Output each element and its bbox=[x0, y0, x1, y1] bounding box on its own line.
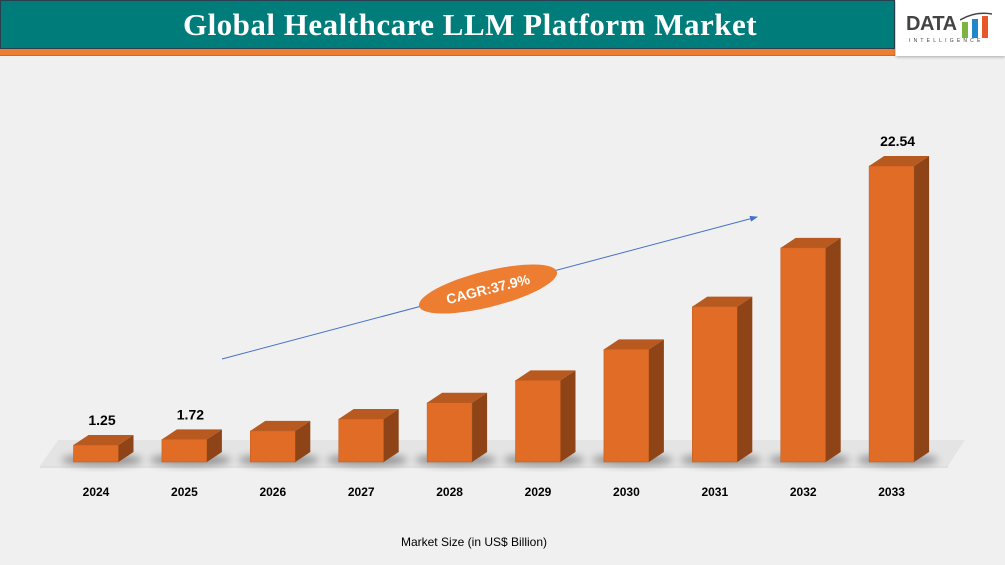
bar-2028: 2028 bbox=[415, 392, 497, 499]
bar-2030: 2030 bbox=[591, 339, 673, 499]
x-tick-label: 2025 bbox=[171, 485, 198, 499]
bar-top bbox=[515, 370, 576, 381]
bar-top bbox=[338, 409, 399, 420]
logo-bars-icon bbox=[960, 12, 993, 38]
bar-2031: 2031 bbox=[680, 296, 762, 499]
bar-front bbox=[515, 380, 561, 463]
bar-front bbox=[161, 439, 208, 463]
bar-side bbox=[383, 409, 399, 462]
bar-front bbox=[338, 418, 384, 463]
x-axis-title: Market Size (in US$ Billion) bbox=[400, 535, 548, 549]
title-stripe bbox=[0, 49, 895, 56]
x-tick-label: 2028 bbox=[436, 485, 463, 499]
bar-top bbox=[869, 156, 930, 166]
bar-top bbox=[780, 237, 841, 248]
bar-front bbox=[868, 165, 915, 463]
bar-front bbox=[603, 349, 650, 463]
bar-2033: 2033 22.54 bbox=[857, 133, 939, 499]
bar-top bbox=[161, 429, 222, 440]
bar-2026: 2026 bbox=[238, 420, 320, 499]
bar-top bbox=[603, 339, 664, 350]
x-tick-label: 2033 bbox=[878, 485, 905, 499]
bar-side bbox=[737, 296, 753, 462]
bar-side bbox=[560, 370, 576, 462]
bar-side bbox=[472, 392, 488, 462]
bar-2032: 2032 bbox=[768, 237, 850, 499]
logo-subtext: INTELLIGENCE bbox=[909, 38, 984, 44]
bar-side bbox=[118, 435, 134, 462]
data-label: 22.54 bbox=[880, 133, 915, 149]
x-tick-label: 2032 bbox=[790, 485, 817, 499]
x-tick-label: 2030 bbox=[613, 485, 640, 499]
bar-front bbox=[250, 430, 296, 463]
bar-top bbox=[73, 435, 134, 445]
bar-front bbox=[780, 247, 826, 463]
title-banner bbox=[0, 0, 895, 49]
x-tick-label: 2026 bbox=[259, 485, 286, 499]
datam-intelligence-logo: DATA INTELLIGENCE bbox=[896, 0, 1005, 56]
bar-top bbox=[427, 392, 488, 403]
bar-front bbox=[692, 306, 738, 463]
bar-top bbox=[250, 420, 311, 431]
x-tick-label: 2029 bbox=[525, 485, 552, 499]
bar-2025: 2025 1.72 bbox=[149, 406, 231, 499]
bar-front bbox=[73, 444, 119, 463]
cagr-badge bbox=[418, 264, 558, 314]
data-label: 1.72 bbox=[177, 406, 204, 422]
logo-text: DATA bbox=[906, 13, 957, 35]
page-title: Global Healthcare LLM Platform Market bbox=[182, 7, 758, 42]
bar-side bbox=[914, 156, 930, 462]
bar-side bbox=[825, 237, 841, 462]
bar-2029: 2029 bbox=[503, 370, 585, 499]
x-tick-label: 2024 bbox=[83, 485, 110, 499]
bar-front bbox=[426, 402, 473, 463]
data-label: 1.25 bbox=[88, 412, 115, 428]
bar-side bbox=[648, 339, 664, 462]
bar-side bbox=[295, 420, 311, 462]
x-tick-label: 2027 bbox=[348, 485, 375, 499]
bar-side bbox=[206, 429, 222, 462]
x-tick-label: 2031 bbox=[701, 485, 728, 499]
bar-2024: 2024 1.25 bbox=[61, 412, 143, 499]
bar-top bbox=[692, 296, 753, 307]
bar-2027: 2027 bbox=[326, 409, 408, 499]
